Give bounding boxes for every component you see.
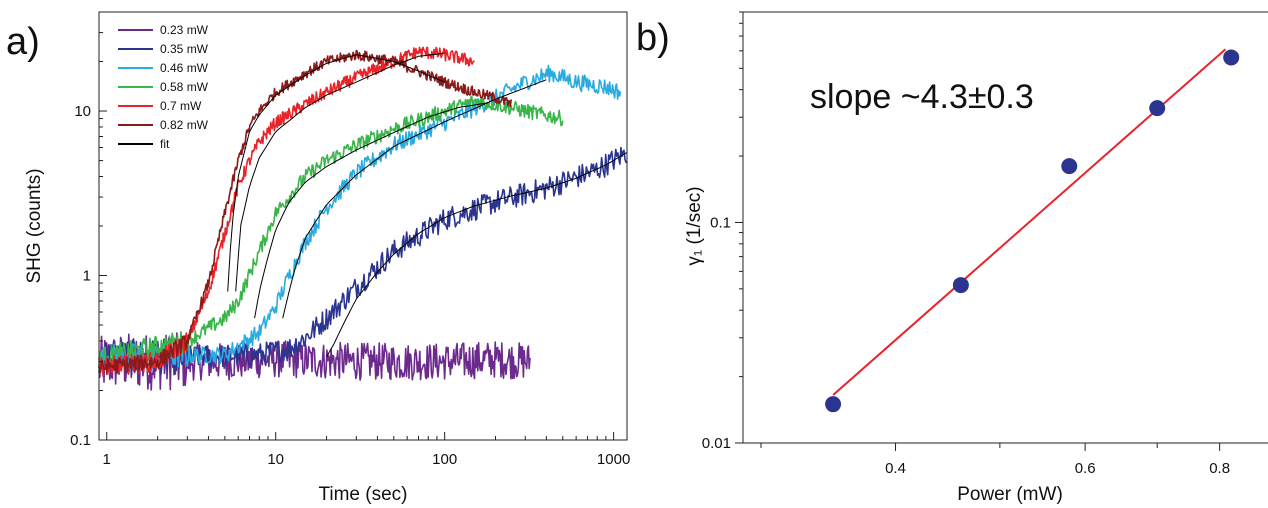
panel-b-y-axis-label: γ₁ (1/sec) — [684, 186, 705, 265]
legend-entry: fit — [160, 137, 170, 151]
panel-b-y-tick-label: 0.1 — [710, 214, 731, 231]
panel-a-y-tick-label: 1 — [83, 268, 91, 285]
series-line-0-46-mw — [98, 64, 622, 373]
fit-curve — [326, 151, 628, 358]
panel-b-x-axis-label: Power (mW) — [957, 484, 1063, 505]
slope-annotation: slope ~4.3±0.3 — [810, 78, 1034, 116]
legend-entry: 0.82 mW — [160, 118, 209, 132]
panel-a-ticks: 1 10 100 1000 0.1 1 10 — [70, 11, 630, 468]
panel-a-legend: 0.23 mW 0.35 mW 0.46 mW 0.58 mW 0.7 mW 0.82 m… — [118, 23, 209, 151]
panel-a-y-tick-label: 10 — [74, 103, 91, 120]
panel-a-fit-layer — [227, 52, 628, 358]
series-line-0-82-mw — [98, 49, 512, 376]
series-line-0-23-mw — [98, 332, 531, 391]
panel-b-x-tick-label: 0.4 — [885, 460, 906, 477]
panel-a-x-axis-label: Time (sec) — [318, 484, 407, 505]
panel-a-series-layer — [98, 46, 628, 391]
legend-entry: 0.46 mW — [160, 61, 209, 75]
panel-a-y-tick-label: 0.1 — [70, 432, 91, 449]
fit-curve — [254, 102, 488, 319]
panel-a-letter: a) — [6, 21, 40, 63]
fit-curve — [282, 79, 547, 319]
panel-a-y-axis-label: SHG (counts) — [24, 168, 45, 283]
legend-entry: 0.35 mW — [160, 42, 209, 56]
panel-b-x-tick-label: 0.8 — [1209, 460, 1230, 477]
panel-b-ticks: 0.4 0.6 0.8 0.01 0.1 — [702, 11, 1230, 477]
legend-entry: 0.58 mW — [160, 80, 209, 94]
panel-b-chart: 0.4 0.6 0.8 0.01 0.1 slope ~4.3±0.3 Power (m… — [684, 11, 1268, 505]
data-point — [1061, 158, 1078, 175]
fit-curve — [235, 52, 445, 292]
panel-a-x-tick-label: 1 — [103, 451, 111, 468]
series-line-0-7-mw — [98, 46, 475, 378]
panel-b-x-tick-label: 0.6 — [1075, 460, 1096, 477]
panel-b-letter: b) — [636, 17, 670, 59]
data-point — [952, 277, 969, 294]
data-point — [1149, 100, 1166, 117]
panel-a-x-tick-label: 100 — [432, 451, 457, 468]
legend-entry: 0.23 mW — [160, 23, 209, 37]
fit-curve — [227, 54, 445, 292]
data-point — [1223, 49, 1240, 66]
panel-b-y-tick-label: 0.01 — [702, 435, 731, 452]
panel-a-x-tick-label: 10 — [267, 451, 284, 468]
legend-entry: 0.7 mW — [160, 99, 202, 113]
panel-b-points-layer — [825, 49, 1240, 413]
data-point — [825, 396, 842, 413]
panel-a-x-tick-label: 1000 — [597, 451, 630, 468]
